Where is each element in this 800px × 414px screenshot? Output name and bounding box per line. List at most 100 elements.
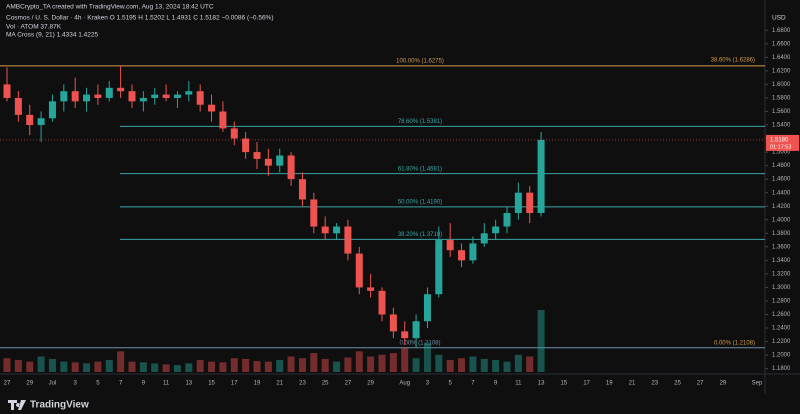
volume-bar xyxy=(480,358,488,372)
fib-label: 0.00% (1.2108) xyxy=(399,340,440,346)
volume-bar xyxy=(298,358,306,372)
candle-body xyxy=(389,314,397,332)
candle-body xyxy=(94,94,102,98)
volume-bar xyxy=(526,356,534,372)
volume-bar xyxy=(378,354,386,372)
volume-bar xyxy=(276,359,284,372)
x-tick-label: 13 xyxy=(185,381,192,387)
candle-body xyxy=(378,290,386,315)
volume-bar xyxy=(71,362,79,372)
x-tick-label: Aug xyxy=(399,381,410,387)
volume-bar xyxy=(37,356,45,372)
x-tick-label: 15 xyxy=(208,381,215,387)
volume-bar xyxy=(60,361,68,372)
price-tag-countdown: 01:17:53 xyxy=(770,144,791,150)
candle-body xyxy=(37,118,45,126)
x-tick-label: 25 xyxy=(322,381,329,387)
fib-label: 61.80% (1.4681) xyxy=(398,166,442,172)
volume-bar xyxy=(355,351,363,372)
volume-bar xyxy=(514,354,522,372)
x-tick-label: 15 xyxy=(560,381,567,387)
volume-bar xyxy=(264,361,272,372)
x-tick-label: 29 xyxy=(26,381,33,387)
candle-body xyxy=(26,114,34,126)
candle-body xyxy=(298,179,306,200)
volume-bar xyxy=(310,353,318,372)
volume-bar xyxy=(423,342,431,372)
candle-body xyxy=(208,104,216,112)
x-tick-label: 27 xyxy=(4,381,11,387)
volume-bar xyxy=(344,357,352,372)
volume-bar xyxy=(242,358,250,372)
candle-body xyxy=(71,91,79,102)
volume-bar xyxy=(503,361,511,372)
x-tick-label: 3 xyxy=(74,381,78,387)
volume-bar xyxy=(537,310,545,372)
y-tick-label: 1.6000 xyxy=(772,82,791,88)
fib-right-label: 38.60% (1.6286) xyxy=(711,58,755,64)
x-tick-label: 7 xyxy=(471,381,475,387)
volume-bar xyxy=(162,364,170,372)
y-tick-label: 1.2600 xyxy=(772,312,791,318)
candle-body xyxy=(185,91,193,95)
y-tick-label: 1.5400 xyxy=(772,123,791,129)
candle-body xyxy=(321,226,329,234)
fib-label: 50.00% (1.4190) xyxy=(398,199,442,205)
y-tick-label: 1.3200 xyxy=(772,271,791,277)
volume-bar xyxy=(83,363,91,372)
volume-bar xyxy=(3,358,11,372)
x-tick-label: 25 xyxy=(674,381,681,387)
y-tick-label: 1.4000 xyxy=(772,217,791,223)
candle-body xyxy=(401,331,409,339)
x-tick-label: Jul xyxy=(49,381,57,387)
fib-right-label: 0.00% (1.2108) xyxy=(714,340,755,346)
x-tick-label: 7 xyxy=(119,381,123,387)
candle-body xyxy=(333,226,341,234)
candle-body xyxy=(242,138,250,153)
candle-body xyxy=(287,155,295,180)
candle-body xyxy=(14,97,22,115)
volume-bar xyxy=(446,359,454,372)
credit: AMBCrypto_TA created with TradingView.co… xyxy=(6,4,214,11)
x-tick-label: Sep xyxy=(752,381,763,387)
price-tag-label: 1.5180 xyxy=(770,137,789,143)
x-tick-label: 27 xyxy=(345,381,352,387)
x-tick-label: 9 xyxy=(494,381,498,387)
volume-line: Vol · ATOM 37.87K xyxy=(6,24,62,31)
candle-body xyxy=(514,192,522,213)
candle-body xyxy=(83,94,91,102)
volume-bar xyxy=(287,356,295,372)
volume-bar xyxy=(367,356,375,372)
x-tick-label: 5 xyxy=(449,381,453,387)
volume-bar xyxy=(105,359,113,372)
y-tick-label: 1.4800 xyxy=(772,163,791,169)
price-tag-box xyxy=(766,134,799,151)
volume-bar xyxy=(117,351,125,372)
x-tick-label: 17 xyxy=(583,381,590,387)
fib-label: 100.00% (1.6275) xyxy=(396,58,444,64)
candle-body xyxy=(264,158,272,166)
volume-bar xyxy=(321,358,329,372)
y-tick-label: 1.3400 xyxy=(772,258,791,264)
y-tick-label: 1.5000 xyxy=(772,150,791,156)
candle-body xyxy=(230,128,238,139)
x-tick-label: 19 xyxy=(606,381,613,387)
x-tick-label: 19 xyxy=(254,381,261,387)
x-tick-label: 5 xyxy=(96,381,100,387)
x-tick-label: 21 xyxy=(276,381,283,387)
candle-body xyxy=(219,111,227,129)
volume-bar xyxy=(185,363,193,372)
y-tick-label: 1.2000 xyxy=(772,353,791,359)
y-tick-label: 1.4400 xyxy=(772,190,791,196)
candle-body xyxy=(423,294,431,322)
x-tick-label: 11 xyxy=(515,381,522,387)
volume-bar xyxy=(492,359,500,372)
volume-bar xyxy=(14,359,22,372)
logo xyxy=(8,400,26,410)
candle-body xyxy=(173,94,181,98)
volume-bar xyxy=(173,365,181,372)
y-tick-label: 1.4600 xyxy=(772,177,791,183)
candle-body xyxy=(503,212,511,227)
volume-bar xyxy=(435,354,443,372)
